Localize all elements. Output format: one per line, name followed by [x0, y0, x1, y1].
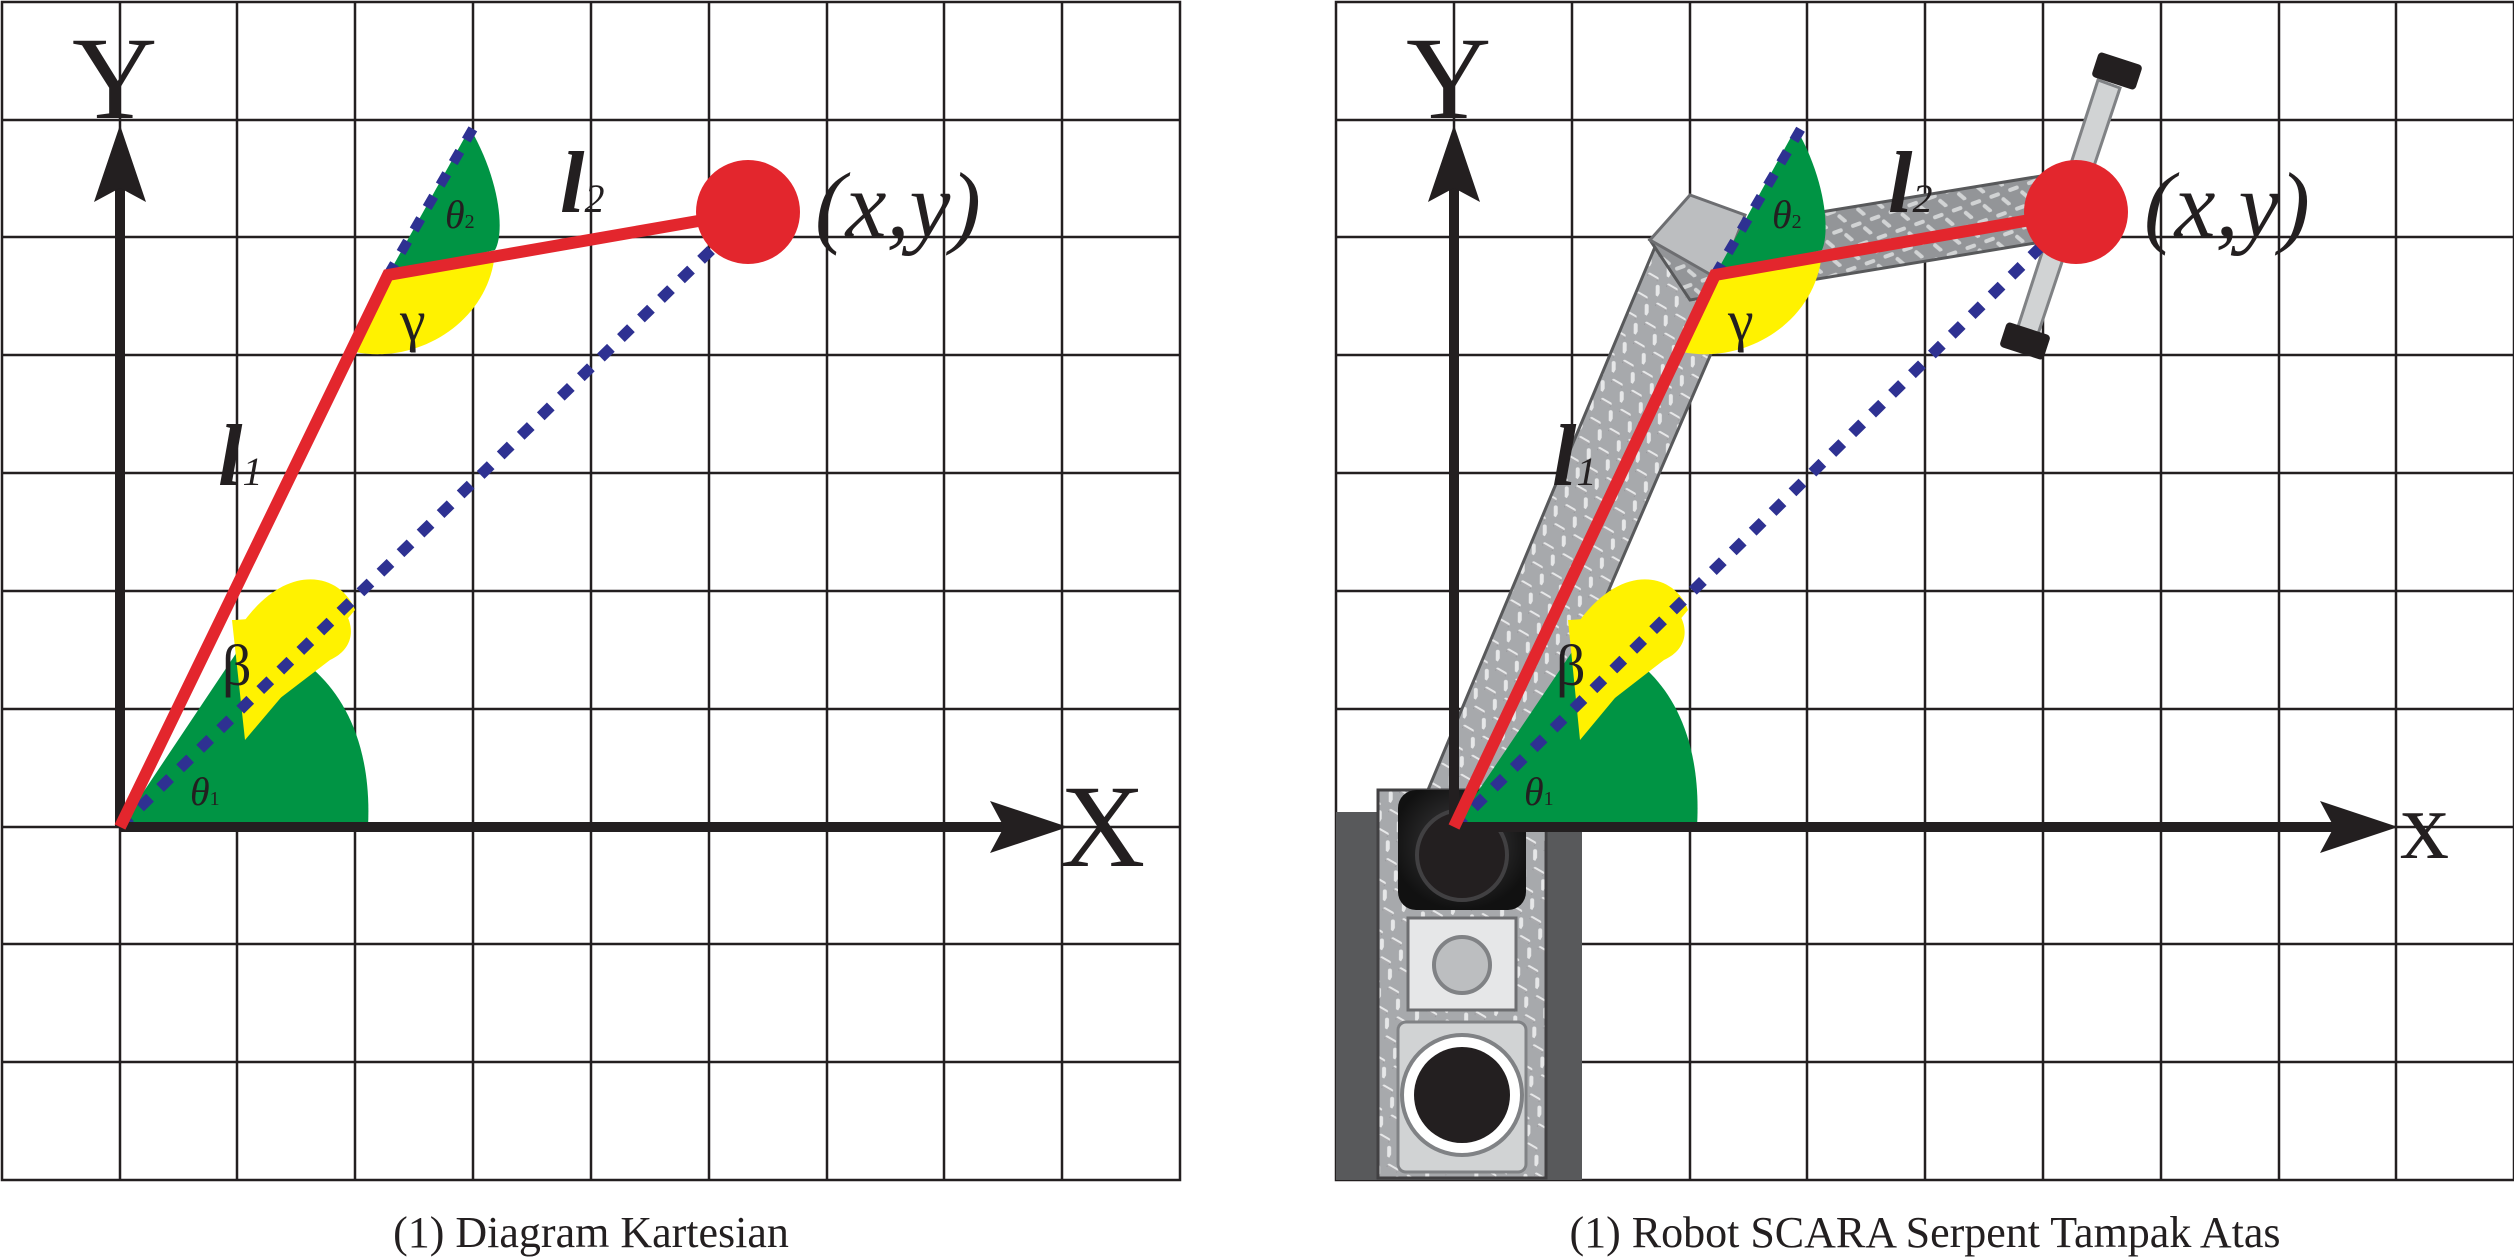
theta2-reference-line — [383, 117, 483, 278]
beta-label: β — [1556, 633, 1586, 698]
theta2-reference-line — [1710, 117, 1811, 278]
robot-links — [114, 206, 752, 830]
y-axis-arrowhead — [1428, 125, 1480, 202]
link1-label: l1 — [1552, 408, 1596, 505]
x-axis-arrowhead — [2320, 801, 2398, 853]
theta2-sector — [1715, 128, 1826, 275]
beta-label: β — [222, 633, 252, 698]
base-unit — [1336, 788, 1582, 1180]
caption-cartesian: (1) Diagram Kartesian — [393, 1208, 789, 1257]
caption-scara-robot: (1) Robot SCARA Serpent Tampak Atas — [1569, 1208, 2280, 1257]
robot-links — [1448, 206, 2078, 830]
beta-sector-lower — [235, 612, 351, 725]
beta-sector-lower — [1570, 612, 1685, 725]
link1-label: l1 — [218, 408, 262, 505]
panel-scara-robot: Y x (x,y) l1 l2 β γ θ1 θ2 (1) Robot SCAR… — [1334, 0, 2514, 1257]
theta1-label: θ1 — [1524, 769, 1554, 814]
theta2-sector — [388, 128, 500, 275]
y-axis-arrowhead — [94, 125, 146, 202]
link2-label: l2 — [560, 135, 604, 232]
x-axis-arrowhead — [990, 801, 1068, 853]
y-axis-label: Y — [1406, 13, 1491, 144]
theta1-label: θ1 — [190, 769, 220, 814]
y-axis-label: Y — [72, 13, 157, 144]
end-point-label: (x,y) — [815, 154, 981, 256]
theta1-sector — [120, 640, 369, 827]
x-axis-label: x — [2400, 772, 2449, 880]
reach-line — [116, 208, 754, 831]
theta2-label: θ2 — [1772, 192, 1802, 237]
x-axis-label: X — [1060, 761, 1145, 892]
gamma-label: γ — [399, 288, 426, 353]
theta1-sector — [1454, 640, 1698, 827]
panel-cartesian: Y X (x,y) l1 l2 β γ θ1 θ2 (1) Diagram Ka… — [0, 0, 1182, 1257]
end-point-label: (x,y) — [2144, 154, 2310, 256]
elbow-joint-plate — [1647, 193, 1747, 283]
end-effector-point — [2024, 160, 2128, 264]
end-effector-point — [696, 160, 800, 264]
link2-label: l2 — [1888, 135, 1932, 232]
theta2-label: θ2 — [445, 192, 475, 237]
reach-line — [1450, 208, 2080, 831]
gamma-label: γ — [1727, 288, 1754, 353]
